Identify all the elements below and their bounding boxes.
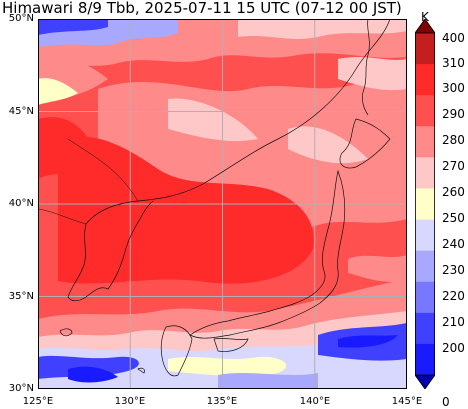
colorbar-label-310: 310 — [442, 56, 465, 70]
lon-tick-145: 145°E — [391, 396, 423, 407]
colorbar-unit: K — [421, 10, 429, 24]
colorbar-extend-min — [415, 375, 435, 389]
colorbar-label-250: 250 — [442, 211, 465, 225]
colorbar-segment — [415, 343, 435, 376]
colorbar-label-260: 260 — [442, 185, 465, 199]
lat-tick-30: 30°N — [8, 383, 34, 394]
colorbar-segment — [415, 312, 435, 345]
colorbar-segment — [415, 95, 435, 127]
colorbar-label-210: 210 — [442, 315, 465, 329]
colorbar-label-220: 220 — [442, 289, 465, 303]
lon-tick-140: 140°E — [299, 396, 331, 407]
lon-tick-130: 130°E — [114, 396, 146, 407]
colorbar — [415, 19, 435, 389]
colorbar-label-230: 230 — [442, 263, 465, 277]
colorbar-label-200: 200 — [442, 341, 465, 355]
colorbar-segment — [415, 281, 435, 314]
map-title: Himawari 8/9 Tbb, 2025-07-11 15 UTC (07-… — [2, 0, 402, 17]
lat-tick-50: 50°N — [8, 13, 34, 24]
lat-tick-40: 40°N — [8, 198, 34, 209]
colorbar-extend-max — [415, 19, 435, 33]
colorbar-label-280: 280 — [442, 133, 465, 147]
colorbar-segment — [415, 219, 435, 252]
colorbar-segment — [415, 64, 435, 96]
lat-tick-45: 45°N — [8, 106, 34, 117]
colorbar-label-290: 290 — [442, 107, 465, 121]
colorbar-label-240: 240 — [442, 237, 465, 251]
lon-tick-135: 135°E — [206, 396, 238, 407]
lon-tick-125: 125°E — [22, 396, 54, 407]
colorbar-segment — [415, 157, 435, 189]
colorbar-segment — [415, 250, 435, 283]
colorbar-label-400: 400 — [442, 31, 465, 45]
colorbar-segment — [415, 126, 435, 158]
colorbar-label-270: 270 — [442, 159, 465, 173]
lat-tick-35: 35°N — [8, 291, 34, 302]
satellite-map — [38, 19, 407, 389]
colorbar-segment — [415, 188, 435, 221]
colorbar-segment — [415, 33, 435, 65]
colorbar-label-300: 300 — [442, 81, 465, 95]
colorbar-label-0: 0 — [442, 395, 450, 409]
